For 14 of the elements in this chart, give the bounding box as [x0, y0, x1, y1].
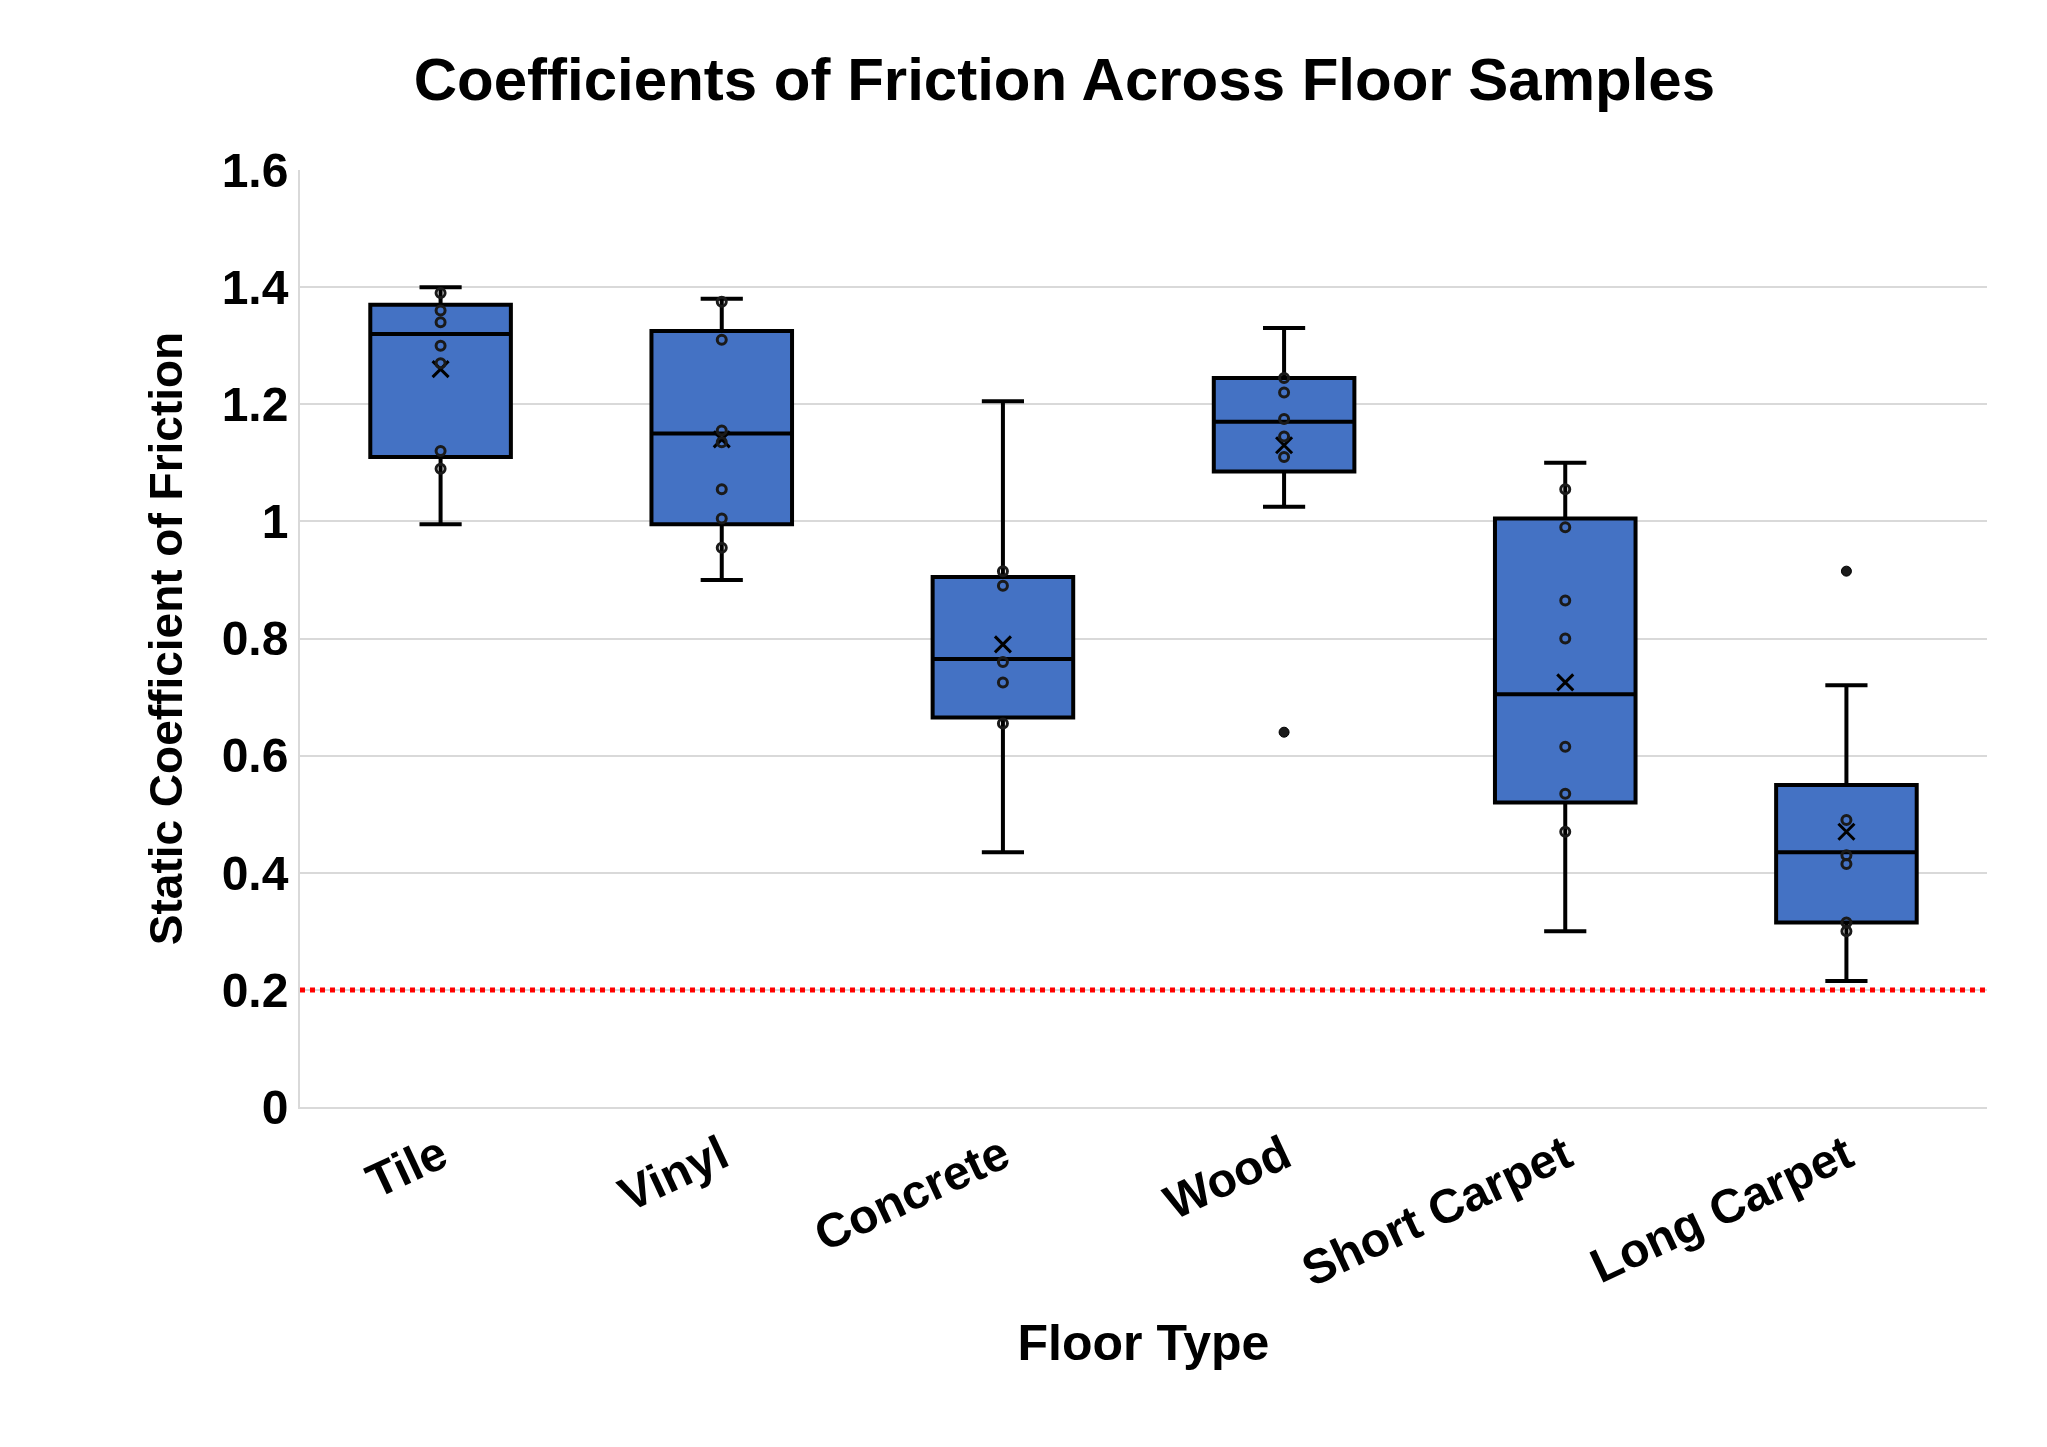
y-tick-label: 1.4	[221, 260, 289, 314]
x-tick-label: Vinyl	[610, 1125, 737, 1222]
y-axis-title: Static Coefficient of Friction	[139, 331, 192, 946]
y-tick-label: 1.6	[221, 143, 289, 197]
y-tick-label: 0	[261, 1080, 289, 1134]
y-tick-label: 0.8	[221, 612, 289, 666]
x-axis-title: Floor Type	[1017, 1315, 1270, 1372]
y-tick-label: 1.2	[221, 378, 289, 432]
y-tick-label: 0.2	[221, 963, 289, 1017]
y-tick-label: 0.6	[221, 729, 289, 783]
x-tick-label: Tile	[358, 1125, 455, 1208]
chart-title: Coefficients of Friction Across Floor Samples	[413, 45, 1716, 113]
y-tick-label: 0.4	[221, 846, 289, 900]
y-tick-label: 1	[261, 495, 289, 549]
